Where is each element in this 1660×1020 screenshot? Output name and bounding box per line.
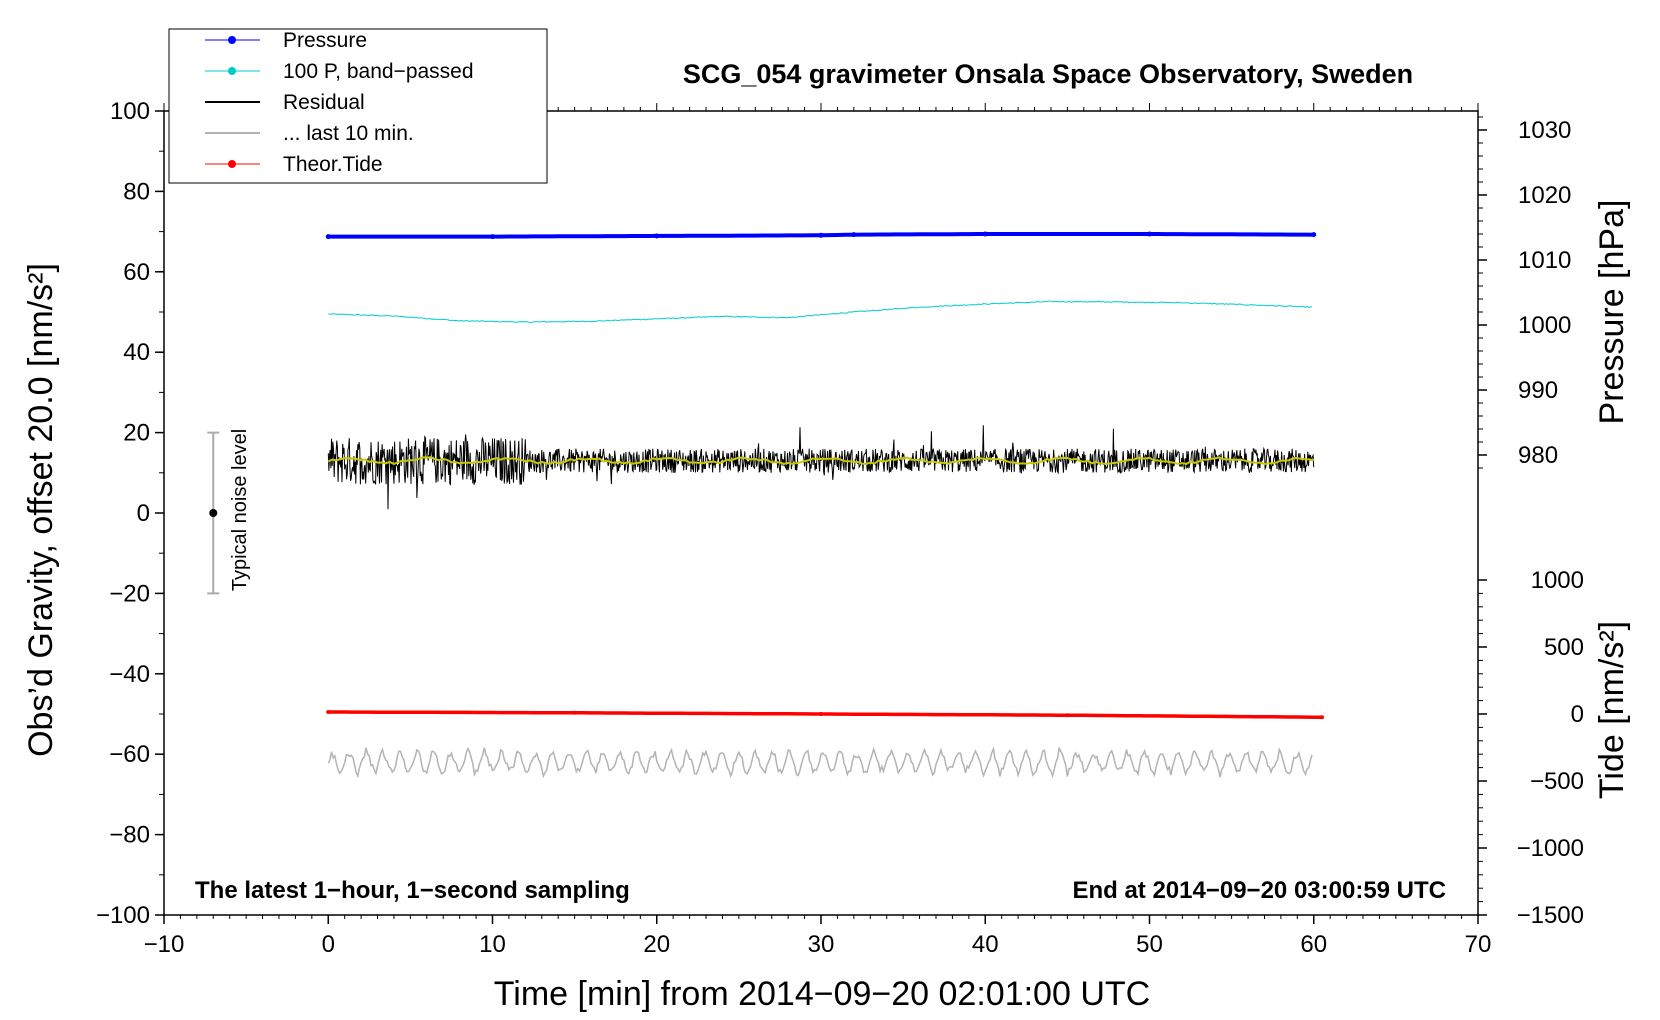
tide-tick-label: −1500 xyxy=(1517,902,1584,929)
x-axis-label: Time [min] from 2014−09−20 02:01:00 UTC xyxy=(494,975,1150,1013)
x-tick-label: 30 xyxy=(808,931,835,958)
x-tick-label: 0 xyxy=(322,931,335,958)
tide-tick-label: 1000 xyxy=(1531,567,1584,594)
y-tick-label: 60 xyxy=(123,259,150,286)
series-pressure-point xyxy=(851,232,857,238)
tide-tick-label: −500 xyxy=(1530,768,1584,795)
noise-level-label: Typical noise level xyxy=(229,429,251,591)
pressure-tick-label: 1020 xyxy=(1518,182,1571,209)
series-theor-tide-point xyxy=(1319,715,1324,720)
annotation-end-time: End at 2014−09−20 03:00:59 UTC xyxy=(1072,877,1446,904)
pressure-tick-label: 1010 xyxy=(1518,247,1571,274)
tide-tick-label: 500 xyxy=(1544,634,1584,661)
series-theor-tide-point xyxy=(326,709,331,714)
series-theor-tide-point xyxy=(572,710,577,715)
legend-item-band-passed: 100 P, band−passed xyxy=(205,60,474,83)
pressure-tick-label: 1000 xyxy=(1518,312,1571,339)
series-last-10-min-line xyxy=(327,745,1313,779)
legend-label-last-10-min: ... last 10 min. xyxy=(283,122,414,145)
series-pressure-point xyxy=(1147,231,1152,237)
pressure-tick-label: 980 xyxy=(1518,442,1558,469)
x-tick-label: 40 xyxy=(972,931,999,958)
y-tick-label: 20 xyxy=(123,420,150,447)
pressure-tick-label: 1030 xyxy=(1518,117,1571,144)
chart-title: SCG_054 gravimeter Onsala Space Observat… xyxy=(683,59,1413,89)
series-theor-tide-line xyxy=(328,710,1322,719)
noise-level-group xyxy=(207,431,220,595)
axes-group: −10 0 10 20 30 40 50 60 70−100−80−60−40−20020406… xyxy=(96,98,1584,958)
legend-item-pressure: Pressure xyxy=(205,29,367,52)
series-band-passed-line xyxy=(328,300,1313,324)
y-tick-label: 40 xyxy=(123,339,150,366)
series-pressure-point xyxy=(490,234,495,240)
y-axis-label-left: Obs’d Gravity, offset 20.0 [nm/s²] xyxy=(22,263,60,757)
legend-label-theor-tide: Theor.Tide xyxy=(283,153,383,176)
x-tick-label: 70 xyxy=(1465,931,1492,958)
x-tick-label: 10 xyxy=(479,931,506,958)
pressure-tick-label: 990 xyxy=(1518,377,1558,404)
plot-frame xyxy=(163,110,1479,916)
series-residual-smoothed-line xyxy=(327,456,1314,466)
legend-item-last-10-min: ... last 10 min. xyxy=(205,122,414,145)
y-tick-label: 0 xyxy=(137,500,150,527)
y-tick-label: −60 xyxy=(109,741,150,768)
legend-marker-theor-tide xyxy=(228,160,236,168)
y-tick-label: 100 xyxy=(110,98,150,125)
series-pressure-point xyxy=(325,234,331,240)
x-tick-label: 60 xyxy=(1300,931,1327,958)
legend-marker-pressure xyxy=(228,36,236,44)
y-tick-label: −100 xyxy=(96,902,150,929)
series-pressure-point xyxy=(818,232,824,238)
legend-box xyxy=(168,28,548,184)
x-tick-label: 20 xyxy=(643,931,670,958)
y-axis-label-tide: Tide [nm/s²] xyxy=(1593,621,1631,799)
legend-item-residual: Residual xyxy=(205,91,365,114)
legend-label-band-passed: 100 P, band−passed xyxy=(283,60,474,83)
tide-tick-label: 0 xyxy=(1571,701,1584,728)
series-theor-tide-point xyxy=(819,712,823,716)
y-tick-label: −20 xyxy=(109,580,150,607)
noise-bar-center-point xyxy=(209,509,218,517)
annotation-sampling: The latest 1−hour, 1−second sampling xyxy=(195,877,630,904)
y-axis-label-pressure: Pressure [hPa] xyxy=(1593,200,1631,425)
legend-label-residual: Residual xyxy=(283,91,365,114)
legend-item-theor-tide: Theor.Tide xyxy=(205,153,383,176)
series-residual-line xyxy=(327,425,1315,510)
x-tick-label: −10 xyxy=(144,931,185,958)
legend: Pressure 100 P, band−passed Residual ...… xyxy=(168,28,548,184)
tide-tick-label: −1000 xyxy=(1517,835,1584,862)
legend-marker-band-passed xyxy=(228,67,236,75)
legend-label-pressure: Pressure xyxy=(283,29,367,52)
y-tick-label: −40 xyxy=(109,661,150,688)
series-pressure-point xyxy=(654,233,660,239)
series-pressure-point xyxy=(1311,232,1317,238)
x-tick-label: 50 xyxy=(1136,931,1163,958)
series-group xyxy=(325,231,1324,779)
series-theor-tide-point xyxy=(1065,713,1070,718)
y-tick-label: 80 xyxy=(123,178,150,205)
series-pressure-point xyxy=(982,231,988,237)
y-tick-label: −80 xyxy=(109,822,150,849)
